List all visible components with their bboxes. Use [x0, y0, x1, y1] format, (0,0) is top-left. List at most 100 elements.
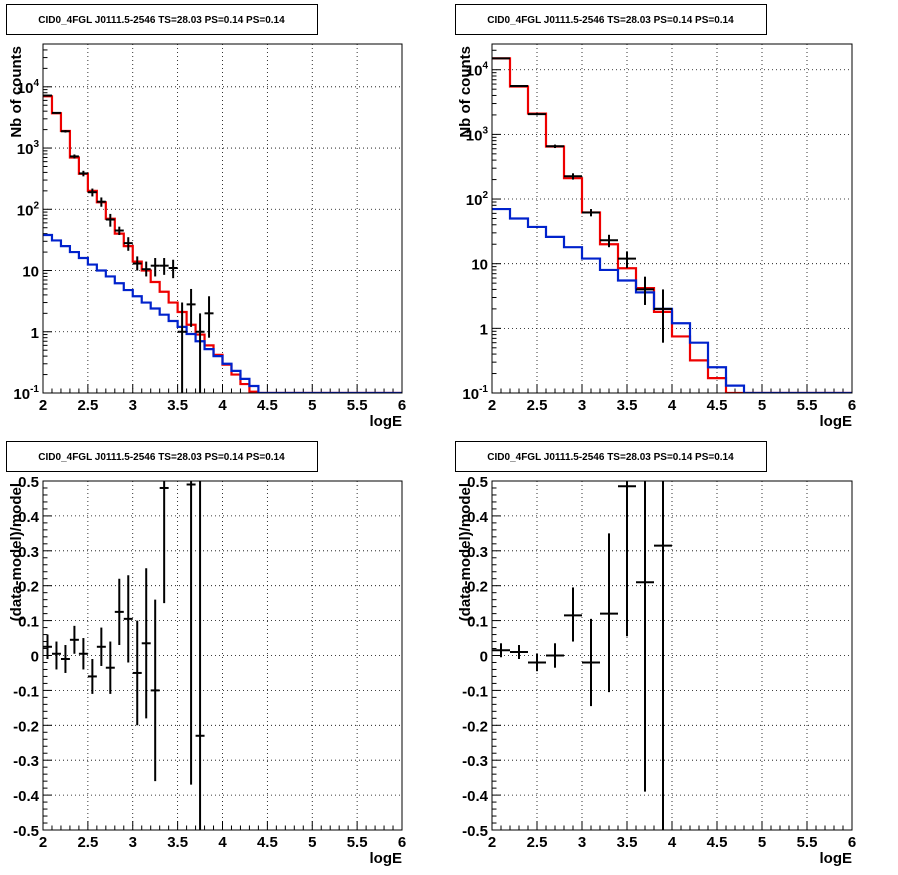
- plot-frame: [42, 480, 403, 831]
- x-tick-label: 5.5: [797, 397, 818, 414]
- x-tick-label: 2: [488, 834, 496, 851]
- data-point: [159, 258, 169, 275]
- residual-point: [618, 481, 636, 637]
- y-tick-label: 10: [22, 264, 39, 281]
- data-point: [141, 261, 151, 277]
- x-tick-label: 6: [398, 397, 406, 414]
- y-tick-label: 10-1: [462, 384, 488, 403]
- data-point: [78, 170, 88, 177]
- data-point: [43, 94, 52, 97]
- residual-point: [510, 645, 528, 659]
- residual-point: [43, 634, 52, 659]
- x-tick-label: 6: [848, 397, 856, 414]
- y-tick-label: 0.5: [18, 474, 39, 491]
- chart-panel-1: CID0_4FGL J0111.5-2546 TS=28.03 PS=0.14 …: [6, 4, 406, 430]
- x-tick-label: 3.5: [617, 397, 638, 414]
- data-point: [618, 251, 636, 268]
- x-tick-label: 2.5: [527, 397, 548, 414]
- y-tick-label: 10-1: [13, 384, 39, 403]
- residual-point: [546, 643, 564, 668]
- residual-point: [60, 645, 70, 673]
- x-tick-label: 5.5: [347, 397, 368, 414]
- data-point: [168, 259, 178, 279]
- data-point: [69, 154, 79, 159]
- y-tick-label: 10: [471, 257, 488, 274]
- x-tick-label: 4: [218, 397, 227, 414]
- chart-panel-4: CID0_4FGL J0111.5-2546 TS=28.03 PS=0.14 …: [455, 441, 856, 867]
- y-tick-label: -0.1: [13, 683, 39, 700]
- x-tick-label: 4.5: [707, 834, 728, 851]
- chart-title: CID0_4FGL J0111.5-2546 TS=28.03 PS=0.14 …: [38, 452, 285, 463]
- x-tick-label: 5.5: [347, 834, 368, 851]
- y-axis-title: Nb of counts: [457, 46, 474, 138]
- y-tick-label: 1: [31, 325, 39, 342]
- residual-point: [654, 481, 672, 830]
- residual-point: [159, 481, 169, 604]
- residual-point: [528, 653, 546, 672]
- x-tick-label: 4: [668, 397, 677, 414]
- y-tick-label: 0.4: [18, 509, 40, 526]
- chart-title: CID0_4FGL J0111.5-2546 TS=28.03 PS=0.14 …: [487, 15, 734, 26]
- y-tick-label: 0.3: [18, 544, 39, 561]
- data-point: [186, 288, 196, 327]
- x-tick-label: 3.5: [167, 834, 188, 851]
- total-model-line: [43, 95, 402, 393]
- data-point: [60, 130, 70, 133]
- y-tick-label: 103: [466, 125, 489, 144]
- y-tick-label: 0.1: [467, 614, 488, 631]
- residual-point: [105, 641, 115, 694]
- data-point: [51, 111, 61, 114]
- data-point: [150, 258, 160, 277]
- residual-point: [186, 481, 196, 785]
- y-tick-label: 0.1: [18, 614, 39, 631]
- residual-point: [114, 578, 124, 646]
- x-tick-label: 2: [39, 397, 47, 414]
- data-point: [123, 237, 133, 251]
- y-tick-label: -0.5: [13, 823, 39, 840]
- residual-point: [78, 638, 88, 670]
- y-tick-label: 103: [17, 139, 40, 158]
- x-tick-label: 5: [758, 397, 766, 414]
- chart-title-box: [6, 441, 318, 472]
- x-axis-title: logE: [820, 850, 853, 867]
- y-axis-title: (data-model)/model: [457, 483, 474, 621]
- y-tick-label: -0.3: [462, 753, 488, 770]
- x-tick-label: 2.5: [527, 834, 548, 851]
- chart-title-box: [455, 441, 767, 472]
- data-point: [492, 57, 510, 60]
- y-tick-label: 0.4: [467, 509, 489, 526]
- data-point: [195, 313, 205, 393]
- data-point: [654, 289, 672, 343]
- residual-point: [69, 625, 79, 654]
- x-tick-label: 6: [398, 834, 406, 851]
- x-tick-label: 2: [488, 397, 496, 414]
- y-tick-label: 104: [17, 78, 40, 97]
- x-tick-label: 5: [758, 834, 766, 851]
- x-tick-label: 4: [218, 834, 227, 851]
- chart-title-box: [455, 4, 767, 35]
- y-tick-label: 104: [466, 61, 489, 80]
- data-point: [510, 85, 528, 88]
- x-tick-label: 4.5: [257, 834, 278, 851]
- chart-title: CID0_4FGL J0111.5-2546 TS=28.03 PS=0.14 …: [38, 15, 285, 26]
- residual-point: [492, 643, 510, 658]
- residual-point: [51, 641, 61, 670]
- residual-point: [87, 658, 97, 694]
- x-tick-label: 3.5: [617, 834, 638, 851]
- x-tick-label: 3.5: [167, 397, 188, 414]
- data-point: [600, 234, 618, 248]
- residual-point: [600, 533, 618, 693]
- x-tick-label: 6: [848, 834, 856, 851]
- component-model-line: [492, 207, 852, 393]
- y-tick-label: 102: [17, 200, 40, 219]
- data-point: [96, 197, 106, 207]
- plot-frame: [491, 43, 853, 394]
- data-point: [132, 256, 142, 271]
- y-tick-label: -0.1: [462, 683, 488, 700]
- x-tick-label: 3: [129, 397, 137, 414]
- component-model-line: [43, 233, 402, 393]
- y-tick-label: 0.3: [467, 544, 488, 561]
- data-point: [636, 276, 654, 305]
- x-tick-label: 5.5: [797, 834, 818, 851]
